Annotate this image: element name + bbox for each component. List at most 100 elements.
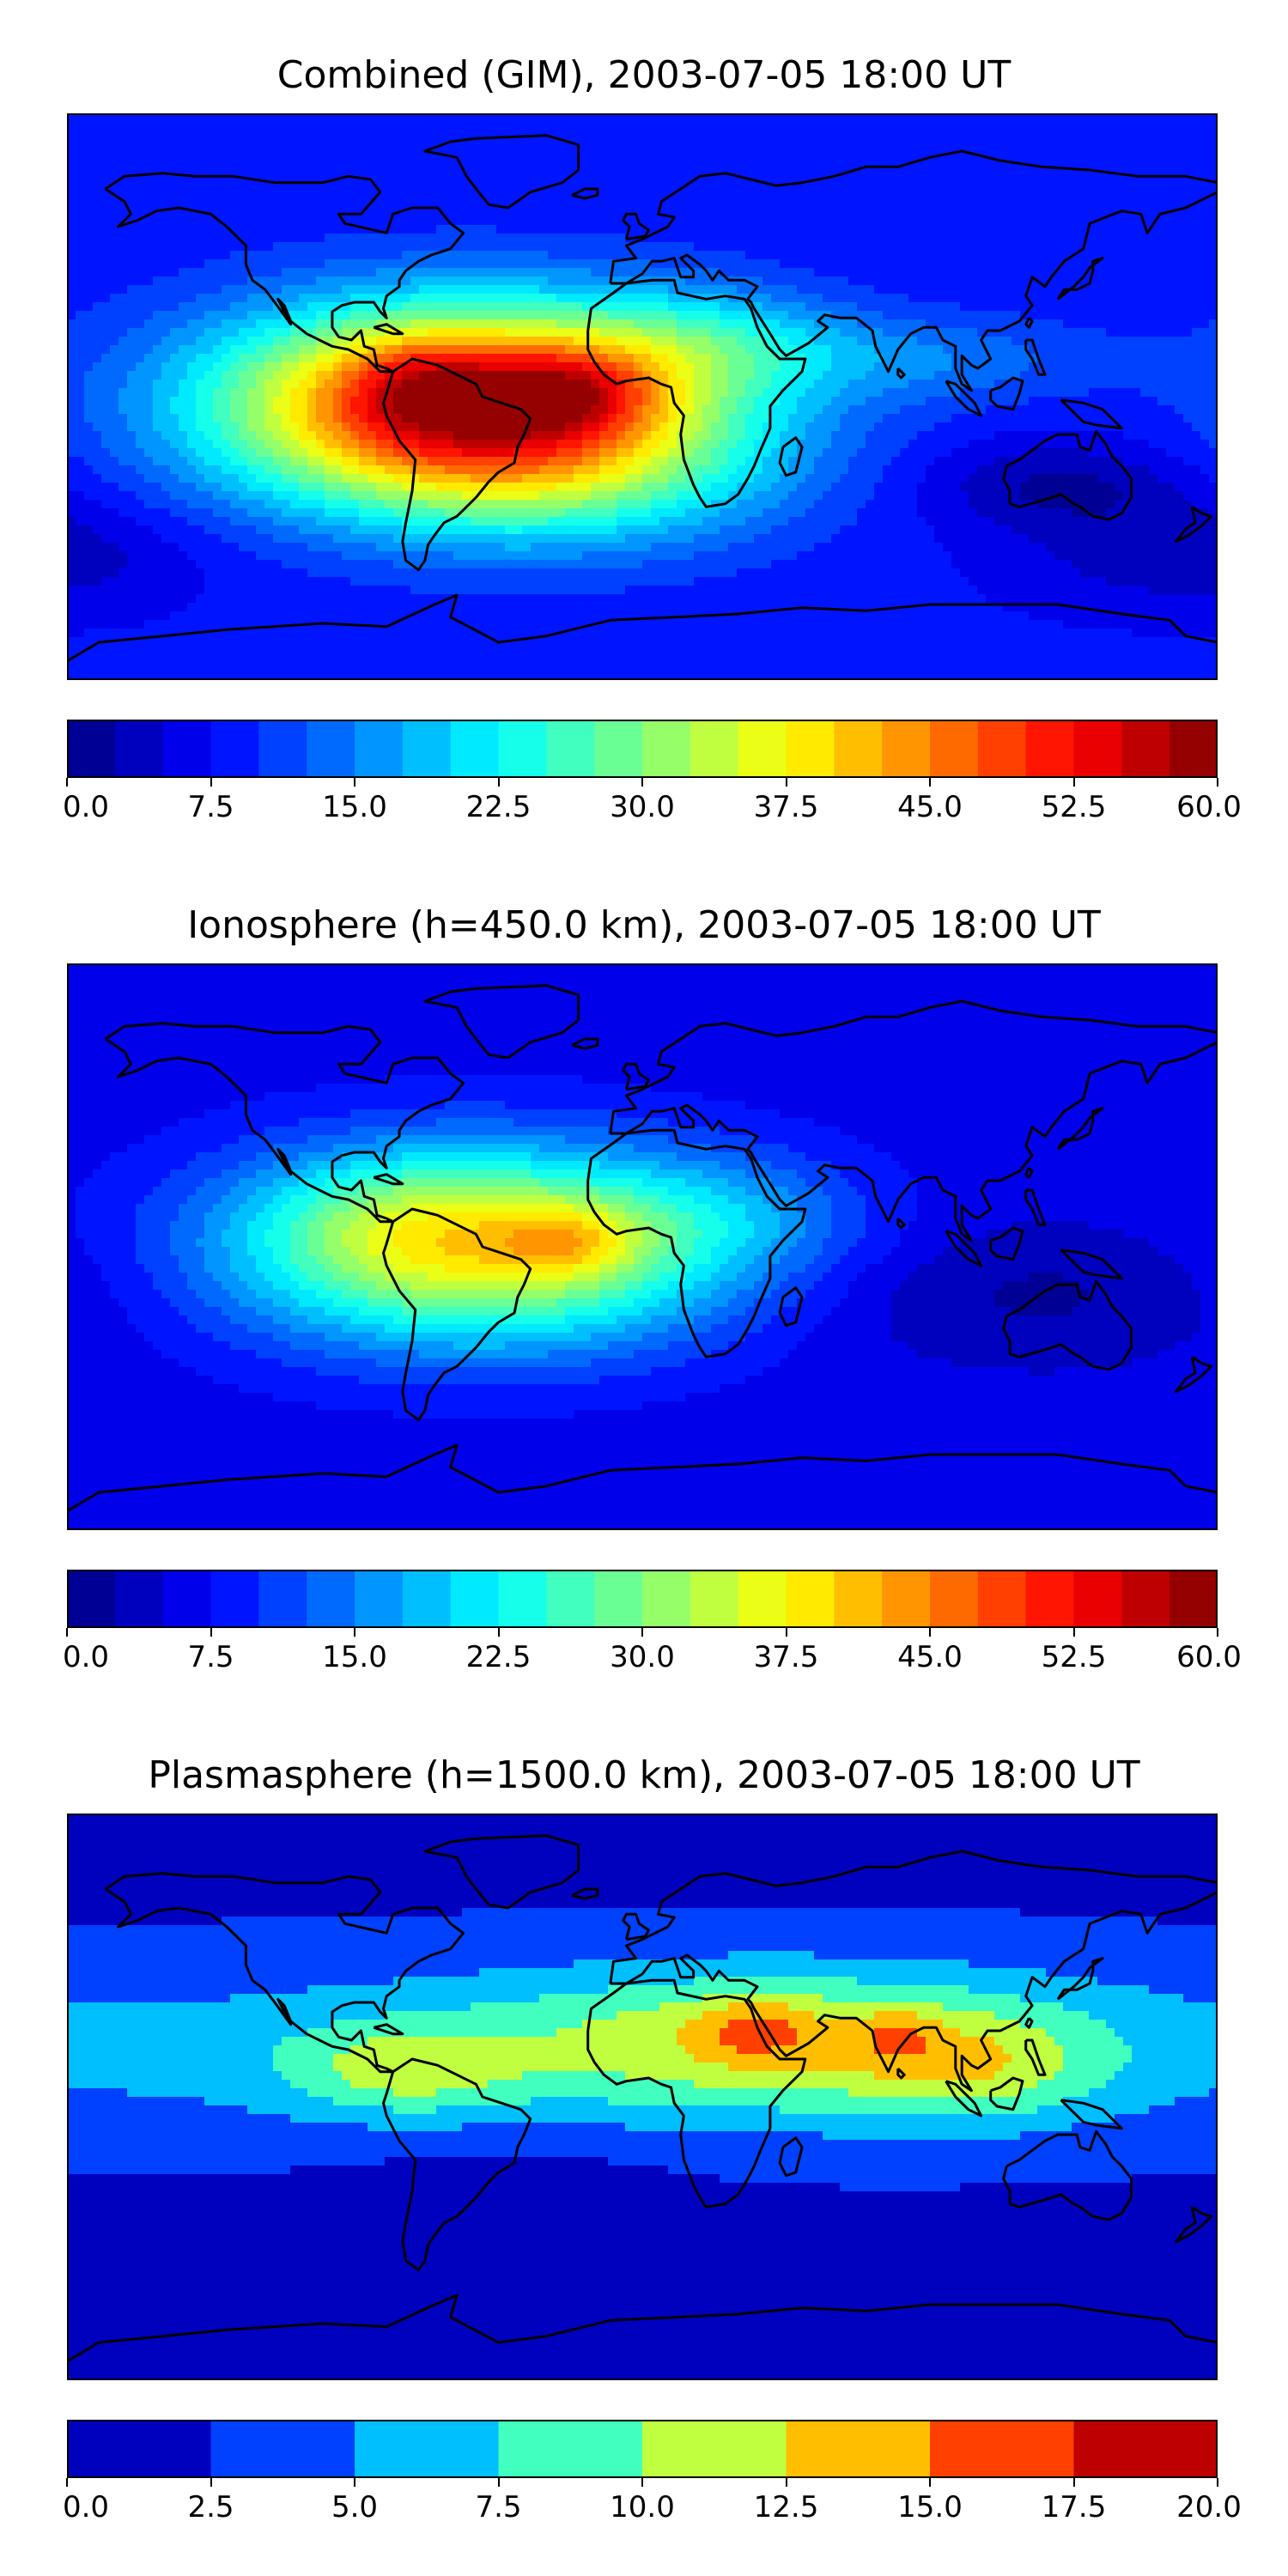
colorbar-tick-label: 20.0 — [1176, 2490, 1242, 2524]
colorbar-level — [498, 2420, 643, 2478]
colorbar-level — [258, 1570, 307, 1628]
colorbar-tick-mark — [354, 2478, 355, 2487]
colorbar-tick-label: 7.5 — [187, 1640, 234, 1674]
colorbar-level — [210, 720, 259, 778]
colorbar-tick-mark — [354, 1628, 355, 1637]
colorbar-tick-mark — [354, 778, 355, 787]
coastline-segment — [586, 278, 807, 508]
coastline-segment — [373, 1173, 404, 1186]
colorbar-tick-label: 22.5 — [466, 1640, 532, 1674]
colorbar-tick-label: 12.5 — [754, 2490, 819, 2524]
coastline-segment — [67, 2293, 1218, 2363]
colorbar-level — [67, 1570, 116, 1628]
colorbar-level — [162, 720, 211, 778]
tec-map — [67, 113, 1218, 680]
colorbar-level — [450, 1570, 499, 1628]
colorbar-tick-label: 30.0 — [610, 1640, 675, 1674]
coastline-segment — [1024, 1188, 1047, 1226]
colorbar-level — [642, 720, 691, 778]
colorbar-level — [355, 720, 404, 778]
colorbar-level — [642, 2420, 787, 2478]
colorbar-level — [307, 1570, 355, 1628]
colorbar-tick-mark — [1217, 2478, 1218, 2487]
map-frame — [67, 1814, 1218, 2380]
colorbar-tick-label: 5.0 — [331, 2490, 378, 2524]
coastline-segment — [778, 436, 804, 477]
coastline-segment — [989, 2076, 1024, 2111]
coastline-segment — [1024, 338, 1047, 376]
colorbar-level — [1025, 1570, 1074, 1628]
colorbar-level — [1073, 720, 1122, 778]
colorbar-tick-mark — [641, 778, 643, 787]
coastlines — [67, 984, 1218, 1513]
colorbar-level — [67, 720, 116, 778]
colorbar-tick-mark — [1217, 1628, 1218, 1637]
colorbar-level — [738, 1570, 787, 1628]
coastline-segment — [423, 134, 580, 210]
colorbar-tick-label: 30.0 — [610, 790, 675, 824]
colorbar-tick-mark — [1217, 778, 1218, 787]
coastline-segment — [896, 1217, 906, 1230]
coastline-segment — [609, 149, 1218, 392]
coastline-segment — [586, 1128, 807, 1358]
colorbar-tick-label: 60.0 — [1176, 790, 1242, 824]
colorbar-ticks: 0.0 7.5 15.0 22.5 30.0 37.5 45.0 52.5 60.0 — [63, 1628, 1242, 1680]
coastline-segment — [1002, 1279, 1133, 1371]
colorbar-tick-label: 37.5 — [754, 1640, 819, 1674]
colorbar-level — [930, 720, 979, 778]
coastline-segment — [67, 1443, 1218, 1513]
coastline-segment — [945, 1230, 983, 1267]
colorbar-tick-mark — [641, 2478, 643, 2487]
tec-map — [67, 963, 1218, 1530]
coastline-segment — [945, 2080, 983, 2117]
colorbar-level — [114, 1570, 164, 1628]
colorbar-level — [402, 1570, 452, 1628]
colorbar-ticks: 0.0 7.5 15.0 22.5 30.0 37.5 45.0 52.5 60.0 — [63, 778, 1242, 829]
coastline-segment — [622, 1912, 650, 1941]
coastline-segment — [571, 1037, 599, 1050]
colorbar-tick-label: 7.5 — [187, 790, 234, 824]
coastline-segment — [989, 1226, 1024, 1261]
coastline-segment — [586, 1978, 807, 2208]
colorbar-tick-label: 45.0 — [897, 1640, 963, 1674]
map-frame — [67, 963, 1218, 1530]
colorbar-tick-mark — [497, 2478, 500, 2487]
colorbar-level — [114, 720, 164, 778]
coastline-segment — [1024, 1167, 1034, 1179]
coastline-segment — [1024, 317, 1034, 329]
colorbar-tick-label: 15.0 — [322, 1640, 387, 1674]
colorbar-level — [258, 720, 307, 778]
coastline-segment — [622, 212, 650, 241]
colorbar-level — [690, 1570, 739, 1628]
coastline-segment — [989, 376, 1024, 411]
colorbar-tick-mark — [785, 1628, 787, 1637]
colorbar-level — [882, 1570, 931, 1628]
coastline-segment — [423, 1834, 580, 1910]
panel-title: Plasmasphere (h=1500.0 km), 2003-07-05 1… — [0, 1753, 1288, 1798]
colorbar-level — [355, 2420, 499, 2478]
colorbar-level — [67, 2420, 211, 2478]
colorbar-tick-mark — [785, 2478, 787, 2487]
colorbar-tick-label: 2.5 — [187, 2490, 234, 2524]
colorbar-tick-label: 45.0 — [897, 790, 963, 824]
colorbar-level — [786, 2420, 931, 2478]
colorbar-tick-label: 15.0 — [897, 2490, 963, 2524]
tec-map — [67, 1814, 1218, 2380]
coastline-segment — [67, 593, 1218, 663]
colorbar-level — [498, 720, 547, 778]
colorbar-level — [594, 1570, 643, 1628]
colorbar-tick-label: 0.0 — [63, 1640, 109, 1674]
colorbar-tick-mark — [785, 778, 787, 787]
colorbar-level — [642, 1570, 691, 1628]
colorbar-tick-mark — [1072, 1628, 1075, 1637]
colorbar-frame — [67, 1570, 1218, 1628]
coastline-segment — [1175, 1356, 1213, 1394]
coastline-segment — [104, 1022, 465, 1224]
map-svg — [67, 113, 1218, 680]
colorbar-tick-mark — [497, 778, 500, 787]
coastline-segment — [104, 172, 465, 374]
colorbar — [67, 2420, 1218, 2478]
contour-fill — [67, 963, 1218, 1530]
colorbar-tick-label: 0.0 — [63, 2490, 109, 2524]
colorbar-svg — [67, 2420, 1218, 2478]
